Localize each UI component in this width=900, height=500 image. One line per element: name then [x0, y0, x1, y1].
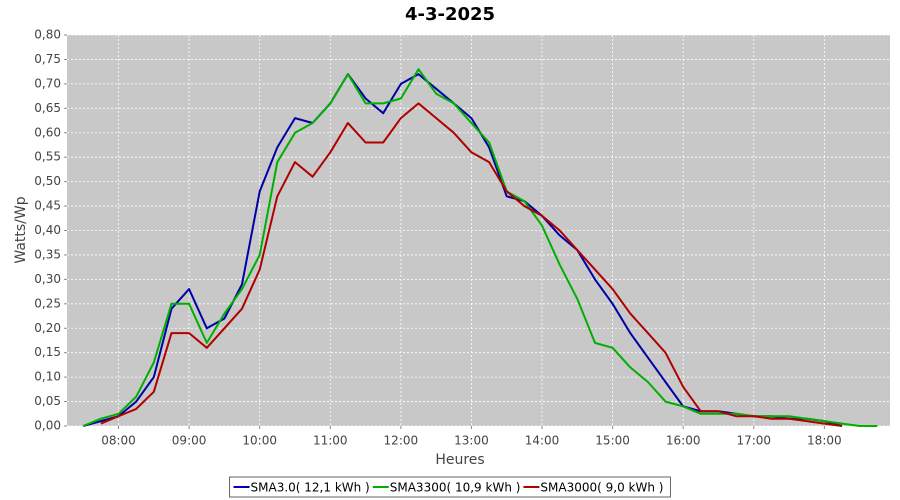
x-tick-label: 12:00 [384, 434, 419, 448]
y-tick-label: 0,80 [34, 28, 61, 42]
x-tick-label: 15:00 [595, 434, 630, 448]
y-tick-label: 0,20 [34, 321, 61, 335]
y-axis-label: Watts/Wp [13, 196, 29, 263]
y-tick-label: 0,70 [34, 76, 61, 90]
x-tick-label: 13:00 [454, 434, 489, 448]
legend-label: SMA3300( 10,9 kWh ) [390, 481, 521, 495]
legend-label: SMA3000( 9,0 kWh ) [540, 481, 663, 495]
x-tick-label: 09:00 [172, 434, 207, 448]
x-tick-label: 14:00 [525, 434, 560, 448]
y-tick-label: 0,60 [34, 125, 61, 139]
x-axis-label: Heures [435, 452, 484, 468]
legend [229, 476, 671, 498]
x-tick-label: 17:00 [736, 434, 771, 448]
y-tick-label: 0,35 [34, 247, 61, 261]
y-tick-label: 0,00 [34, 419, 61, 433]
y-tick-label: 0,25 [34, 296, 61, 310]
y-tick-label: 0,15 [34, 345, 61, 359]
y-tick-label: 0,10 [34, 370, 61, 384]
x-tick-label: 10:00 [242, 434, 277, 448]
y-tick-label: 0,50 [34, 174, 61, 188]
y-tick-label: 0,55 [34, 150, 61, 164]
legend-label: SMA3.0( 12,1 kWh ) [251, 481, 370, 495]
y-tick-label: 0,45 [34, 199, 61, 213]
plot-area [67, 35, 890, 426]
y-tick-label: 0,75 [34, 52, 61, 66]
series-line [82, 68, 878, 427]
y-tick-label: 0,40 [34, 223, 61, 237]
y-tick-label: 0,65 [34, 101, 61, 115]
series-line [100, 102, 843, 427]
x-tick-label: 11:00 [313, 434, 348, 448]
x-tick-label: 08:00 [101, 434, 136, 448]
y-tick-label: 0,05 [34, 394, 61, 408]
x-tick-label: 18:00 [807, 434, 842, 448]
chart-title: 4-3-2025 [405, 4, 495, 25]
x-tick-label: 16:00 [666, 434, 701, 448]
y-tick-label: 0,30 [34, 272, 61, 286]
